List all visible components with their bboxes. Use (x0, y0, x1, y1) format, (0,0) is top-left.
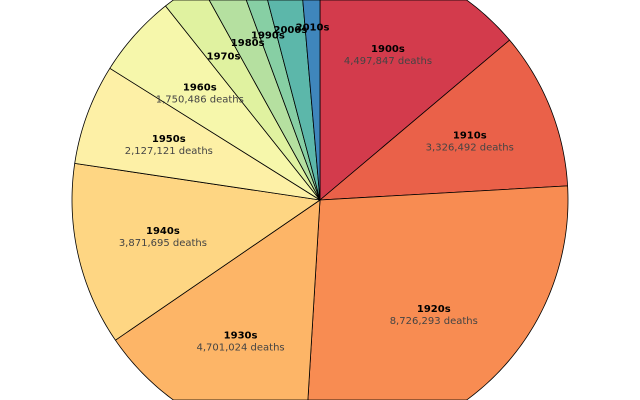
slice-label: 1920s (417, 304, 451, 315)
slice-value-label: 3,871,695 deaths (119, 238, 207, 249)
slice-label: 1970s (207, 52, 241, 63)
pie-slice-1900s (319, 0, 510, 201)
slice-label: 1950s (152, 134, 186, 145)
pie-slice-1920s (307, 185, 569, 400)
slice-label: 1940s (146, 226, 180, 237)
slice-label: 1910s (453, 130, 487, 141)
slice-label: 1980s (231, 38, 265, 49)
slice-label: 2000s (274, 25, 308, 36)
slice-label: 1900s (371, 44, 405, 55)
slice-label: 1990s (251, 30, 285, 41)
slice-value-label: 4,701,024 deaths (196, 342, 284, 353)
pie-slice-1940s (71, 162, 321, 341)
slice-value-label: 2,127,121 deaths (125, 146, 213, 157)
slice-value-label: 1,750,486 deaths (156, 95, 244, 106)
slice-label: 2010s (296, 23, 330, 34)
slice-label: 1930s (224, 330, 258, 341)
pie-slice-2010s (302, 0, 321, 201)
slice-label: 1960s (183, 83, 217, 94)
slice-value-label: 3,326,492 deaths (426, 142, 514, 153)
slice-value-label: 4,497,847 deaths (344, 56, 432, 67)
pie-slice-1970s (165, 0, 321, 201)
pie-slice-1960s (109, 5, 321, 201)
pie-slice-1930s (115, 199, 321, 400)
pie-slice-1910s (319, 39, 568, 201)
slice-value-label: 8,726,293 deaths (390, 316, 478, 327)
